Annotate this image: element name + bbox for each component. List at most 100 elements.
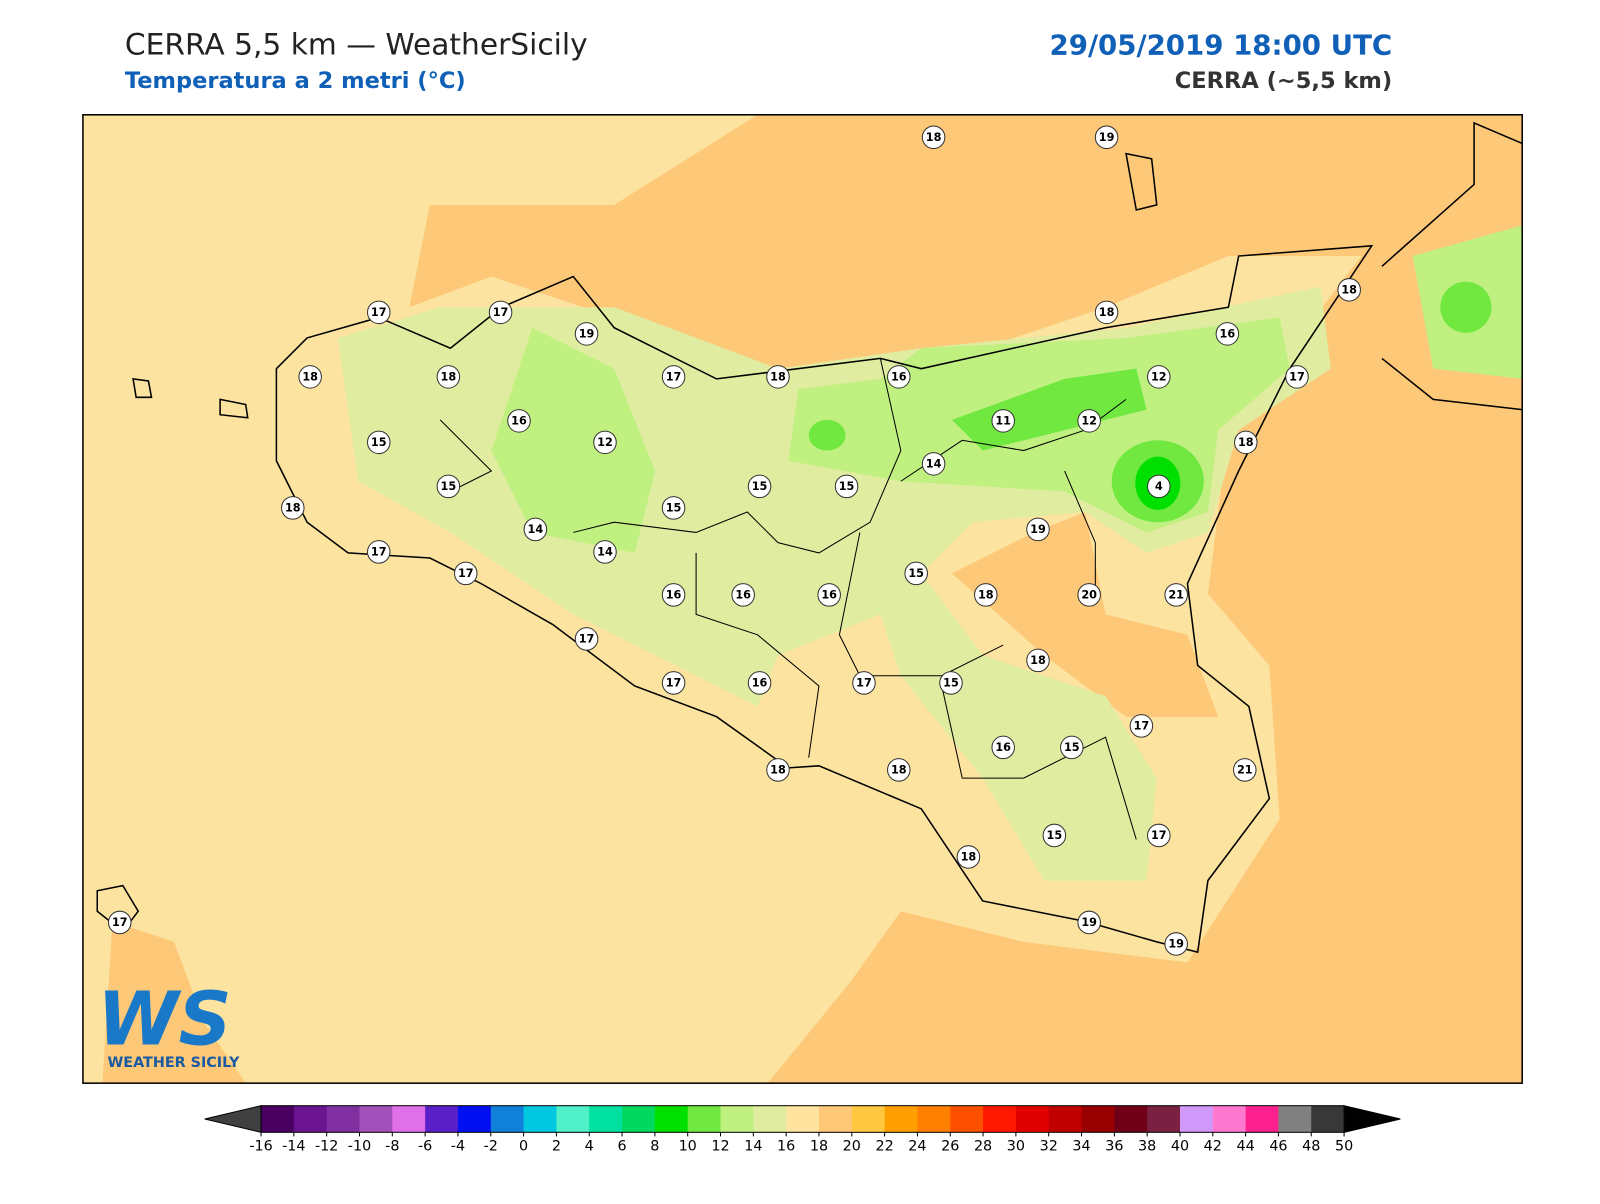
colorbar-swatch <box>1245 1105 1279 1133</box>
colorbar-tick-label: 4 <box>585 1139 594 1155</box>
colorbar-tick-label: -4 <box>451 1139 465 1155</box>
station-value: 14 <box>926 457 942 470</box>
station-value: 18 <box>926 131 942 144</box>
colorbar-tick-label: 28 <box>974 1139 992 1155</box>
station-marker <box>661 496 686 520</box>
station-value: 16 <box>666 588 682 601</box>
station-marker <box>939 671 963 695</box>
station-marker <box>1077 910 1101 935</box>
station-marker <box>298 365 322 389</box>
colorbar-tick-label: 32 <box>1040 1139 1058 1155</box>
station: 15 <box>1060 735 1084 760</box>
station-marker <box>904 561 928 586</box>
station-value: 15 <box>752 480 768 493</box>
colorbar-swatch <box>786 1105 820 1133</box>
colorbar-tick-label: 20 <box>843 1139 861 1155</box>
colorbar-tick-label: 10 <box>679 1139 697 1155</box>
station-marker <box>523 517 548 542</box>
colorbar-swatch <box>293 1105 328 1133</box>
station: 17 <box>366 540 391 564</box>
station-value: 14 <box>597 545 613 558</box>
station-value: 15 <box>908 567 924 580</box>
colorbar-swatch <box>818 1105 853 1133</box>
station-value: 19 <box>1168 937 1184 950</box>
colorbar-swatch <box>622 1105 656 1133</box>
station: 17 <box>661 365 686 389</box>
colorbar-tick-label: 46 <box>1269 1139 1287 1155</box>
colorbar-tick-label: 34 <box>1072 1139 1090 1155</box>
station-marker <box>956 845 981 869</box>
colorbar-swatch <box>654 1105 689 1133</box>
colorbar-tick-label: -8 <box>385 1139 399 1155</box>
station-value: 14 <box>528 523 544 536</box>
station: 15 <box>661 496 686 520</box>
station-value: 18 <box>1238 436 1254 449</box>
station: 18 <box>921 125 946 150</box>
station-value: 18 <box>770 763 786 776</box>
station-marker <box>887 365 911 389</box>
station: 15 <box>747 474 772 499</box>
colorbar-swatch <box>392 1105 426 1133</box>
station-marker <box>1285 365 1309 389</box>
station-value: 16 <box>1220 327 1236 340</box>
station-marker <box>1094 300 1119 325</box>
title: CERRA 5,5 km — WeatherSicily <box>125 26 588 61</box>
colorbar-tick-label: 22 <box>875 1139 893 1155</box>
station-marker <box>1077 583 1101 607</box>
colorbar-swatch <box>1147 1105 1181 1133</box>
colorbar-tick-label: 40 <box>1171 1139 1189 1155</box>
station-value: 21 <box>1168 588 1184 601</box>
station-value: 17 <box>112 916 128 929</box>
colorbar-swatch <box>1311 1105 1345 1133</box>
station-marker <box>453 561 478 586</box>
station: 16 <box>507 409 531 433</box>
colorbar-tick-label: -6 <box>418 1139 432 1155</box>
colorbar-swatch <box>884 1105 918 1133</box>
station-marker <box>661 365 686 389</box>
colorbar-tick-label: 18 <box>810 1139 828 1155</box>
colorbar-tick-label: 2 <box>552 1139 561 1155</box>
station: 17 <box>661 671 686 695</box>
colorbar-swatch <box>1048 1105 1083 1133</box>
station: 18 <box>1234 430 1258 455</box>
station: 16 <box>661 583 686 607</box>
station-marker <box>488 300 513 325</box>
station-marker <box>107 910 132 935</box>
colorbar-swatch <box>556 1105 590 1133</box>
station-marker <box>661 671 686 695</box>
station: 21 <box>1164 583 1188 607</box>
cold-area <box>1440 281 1492 333</box>
station-value: 12 <box>1151 370 1167 383</box>
colorbar-swatch <box>983 1105 1017 1133</box>
station-value: 17 <box>856 676 872 689</box>
colorbar-swatch <box>1114 1105 1148 1133</box>
station: 15 <box>834 474 859 499</box>
station-marker <box>1042 823 1067 848</box>
province-border <box>439 358 1137 840</box>
station: 17 <box>1285 365 1309 389</box>
station: 17 <box>107 910 132 935</box>
colorbar-swatch <box>1081 1105 1115 1133</box>
station-value: 11 <box>995 414 1011 427</box>
colorbar-swatch <box>851 1105 886 1133</box>
colorbar-swatch <box>589 1105 623 1133</box>
station: 17 <box>488 300 513 325</box>
station-marker <box>1164 583 1188 607</box>
station-marker <box>593 430 617 455</box>
station-marker <box>747 474 772 499</box>
station-marker <box>1164 932 1188 956</box>
station: 18 <box>1026 648 1050 673</box>
station-value: 19 <box>1081 916 1097 929</box>
station: 12 <box>593 430 617 455</box>
colorbar-swatch <box>1212 1105 1247 1133</box>
station: 18 <box>298 365 322 389</box>
colorbar-swatch <box>326 1105 361 1133</box>
station: 17 <box>1129 714 1154 738</box>
stations: 17 17 19 18 18 17 18 16 18 19 18 16 18 12 17 11 12 18 16 12… <box>107 125 1361 956</box>
station-marker <box>974 583 998 607</box>
station-marker <box>1026 517 1050 542</box>
station-marker <box>1147 474 1171 499</box>
station: 19 <box>1094 125 1119 150</box>
station-value: 19 <box>1099 131 1115 144</box>
